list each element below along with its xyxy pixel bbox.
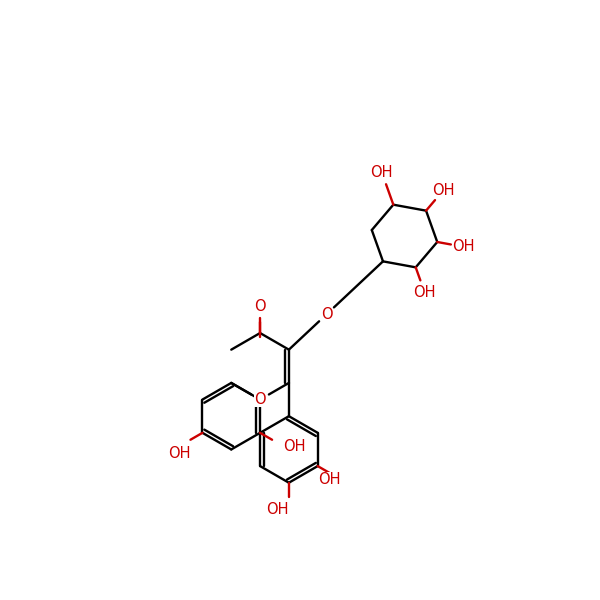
- Text: OH: OH: [370, 164, 393, 179]
- Text: OH: OH: [168, 446, 191, 461]
- Text: O: O: [254, 299, 266, 314]
- Text: OH: OH: [432, 183, 455, 198]
- Text: OH: OH: [283, 439, 306, 454]
- Text: OH: OH: [266, 502, 289, 517]
- Text: O: O: [254, 392, 266, 407]
- Text: O: O: [321, 307, 332, 322]
- Text: OH: OH: [319, 472, 341, 487]
- Text: OH: OH: [452, 239, 475, 254]
- Text: OH: OH: [413, 285, 436, 300]
